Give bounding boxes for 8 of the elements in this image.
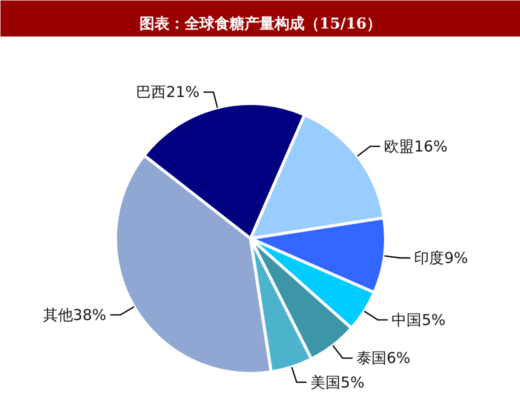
- slice-label: 泰国6%: [356, 349, 410, 368]
- slice-label: 中国5%: [392, 310, 446, 329]
- slice-label: 欧盟16%: [384, 137, 448, 156]
- slice-label: 美国5%: [310, 373, 364, 392]
- slice-label: 巴西21%: [136, 83, 200, 102]
- chart-title: 图表：全球食糖产量构成（15/16）: [139, 14, 382, 32]
- slice-label: 印度9%: [414, 248, 468, 267]
- slice-label: 其他38%: [42, 306, 106, 324]
